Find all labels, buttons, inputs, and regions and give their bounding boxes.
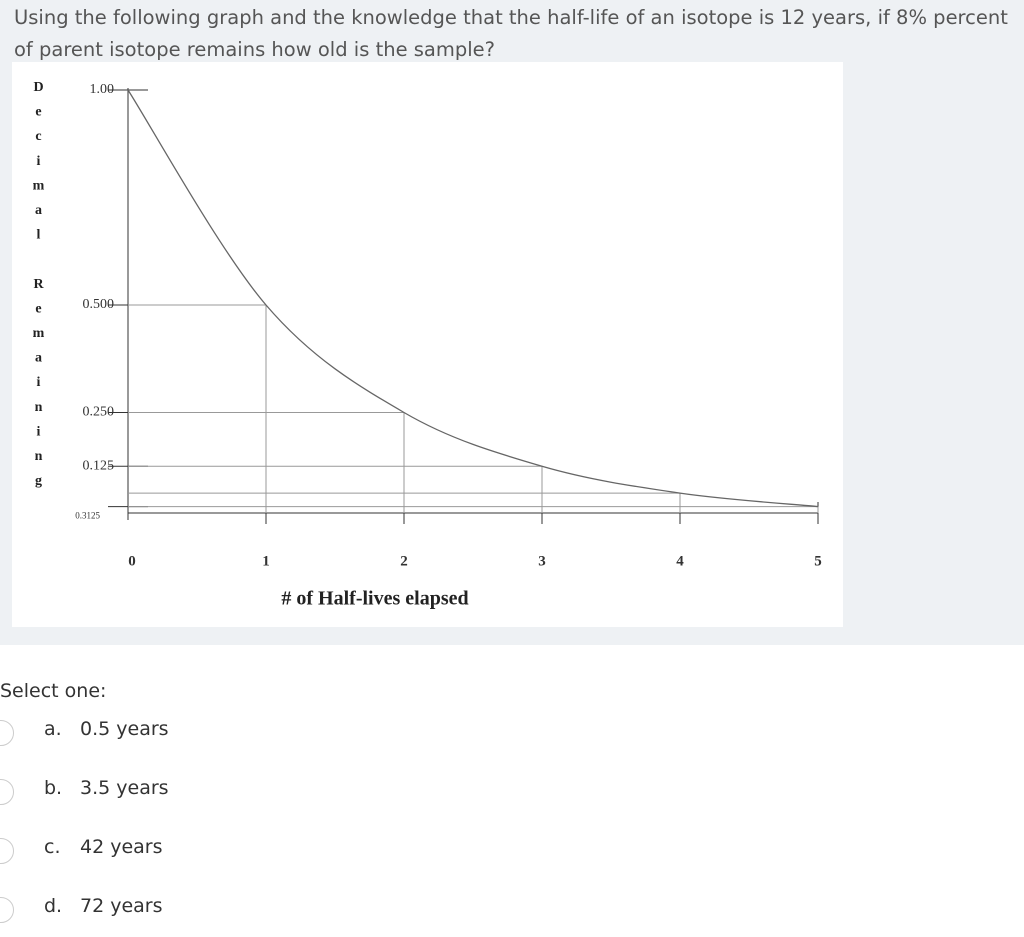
option-text: 42 years: [80, 836, 163, 858]
x-tick-label: 1: [262, 553, 270, 569]
question-text: Using the following graph and the knowle…: [14, 6, 1008, 61]
y-tick-label: 0.125: [83, 458, 115, 473]
x-tick-label: 5: [814, 553, 822, 569]
x-tick-label: 0: [128, 553, 136, 569]
option-letter: a.: [44, 718, 62, 740]
x-axis-label: # of Half-lives elapsed: [281, 588, 468, 610]
option-letter: d.: [44, 895, 63, 917]
radio-button[interactable]: [0, 897, 14, 923]
select-prompt: Select one:: [0, 680, 107, 702]
y-tick-label: 0.250: [83, 405, 115, 420]
option-letter: b.: [44, 777, 63, 799]
y-tick-label: 1.00: [90, 82, 115, 97]
option-text: 3.5 years: [80, 777, 169, 799]
decay-curve: [127, 89, 819, 508]
y-tick-label: 0.500: [83, 297, 115, 312]
chart: 1.00 0.500 0.250 0.125 0.3125 0 1 2 3 4 5 # of Half…: [75, 82, 822, 610]
x-tick-label: 3: [538, 553, 546, 569]
option-text: 0.5 years: [80, 718, 169, 740]
y-axis-label: Decimal Remaining: [31, 80, 46, 499]
option-letter: c.: [44, 836, 61, 858]
y-tick-label: 0.3125: [75, 511, 100, 521]
option-text: 72 years: [80, 895, 163, 917]
x-tick-label: 4: [676, 553, 684, 569]
radio-button[interactable]: [0, 720, 14, 746]
radio-button[interactable]: [0, 779, 14, 805]
radio-button[interactable]: [0, 838, 14, 864]
chart-image: [12, 62, 843, 627]
x-tick-label: 2: [400, 553, 408, 569]
